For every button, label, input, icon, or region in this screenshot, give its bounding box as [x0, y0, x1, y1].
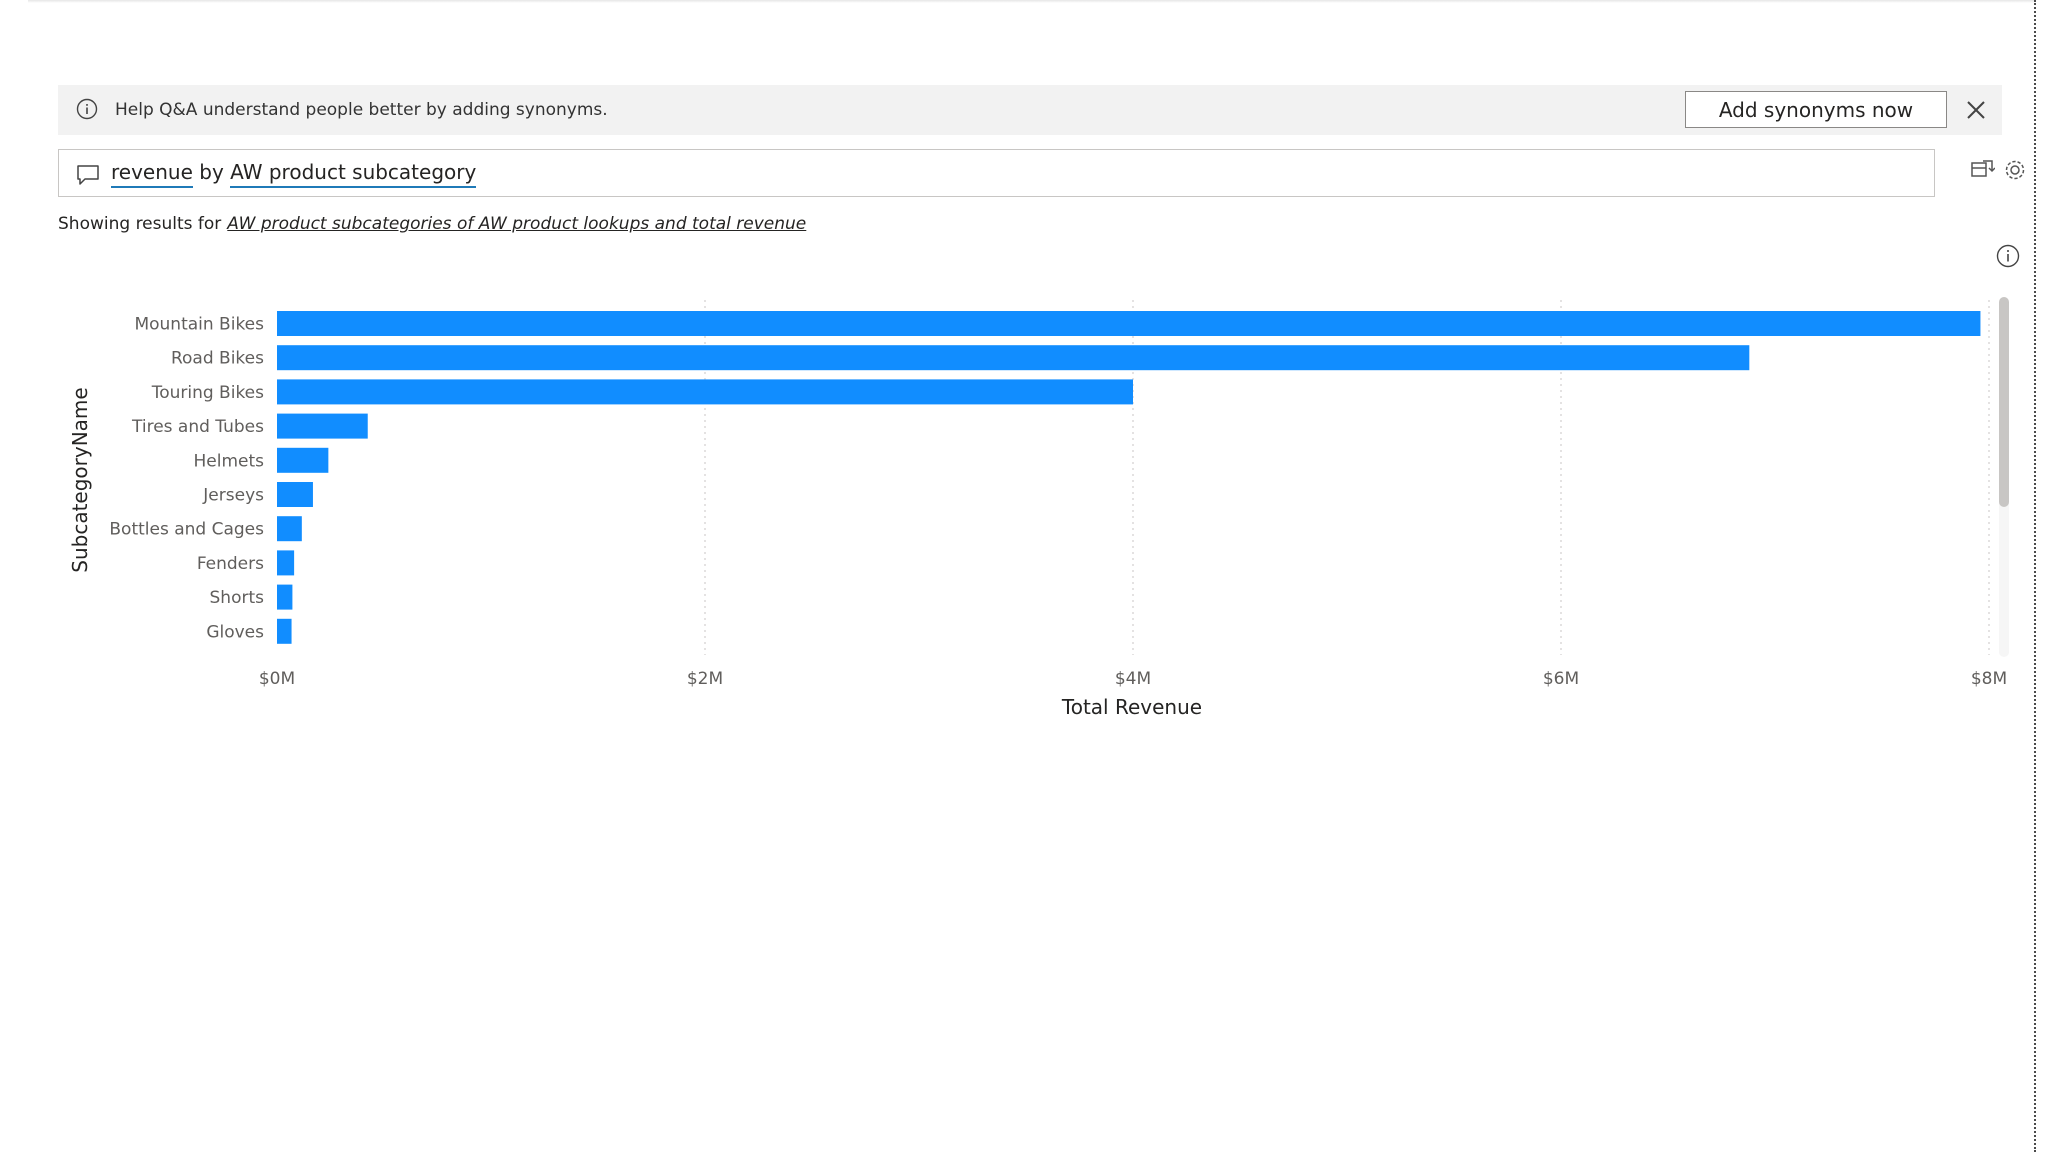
bar[interactable] — [277, 584, 293, 610]
bar[interactable] — [277, 379, 1133, 405]
turn-into-visual-icon[interactable] — [1969, 157, 1995, 183]
category-label: Mountain Bikes — [134, 315, 264, 335]
settings-gear-icon[interactable] — [2002, 157, 2028, 183]
question-text[interactable]: revenue by AW product subcategory — [111, 160, 477, 188]
top-edge-shadow — [28, 0, 2036, 3]
bar[interactable] — [277, 447, 329, 473]
page-boundary-dotted-line — [2034, 0, 2036, 1152]
showing-results-line: Showing results for AW product subcategor… — [58, 214, 806, 234]
interpretation-link[interactable]: AW product subcategories of AW product l… — [227, 214, 807, 234]
category-label: Bottles and Cages — [109, 520, 264, 540]
x-tick-label: $8M — [1971, 669, 2007, 689]
category-label: Fenders — [197, 554, 264, 574]
bar[interactable] — [277, 311, 1981, 336]
chart-scrollbar-thumb[interactable] — [1999, 297, 2009, 507]
synonyms-banner: Help Q&A understand people better by add… — [58, 85, 2002, 135]
category-label: Jerseys — [202, 486, 264, 506]
category-label: Gloves — [206, 622, 264, 642]
add-synonyms-button[interactable]: Add synonyms now — [1685, 91, 1947, 128]
bar[interactable] — [277, 345, 1750, 371]
close-icon[interactable] — [1961, 95, 1991, 125]
info-icon — [76, 98, 98, 120]
visual-info-icon[interactable] — [1995, 243, 2021, 269]
y-axis-title: SubcategoryName — [68, 387, 92, 572]
x-tick-label: $2M — [687, 669, 723, 689]
category-label: Shorts — [210, 588, 265, 608]
showing-results-prefix: Showing results for — [58, 214, 222, 234]
bar[interactable] — [277, 413, 368, 439]
query-term-revenue[interactable]: revenue — [111, 160, 193, 188]
category-label: Tires and Tubes — [131, 417, 264, 437]
query-term-subcategory[interactable]: AW product subcategory — [230, 160, 477, 188]
category-label: Helmets — [193, 451, 264, 471]
question-input[interactable]: revenue by AW product subcategory — [58, 149, 1935, 197]
x-tick-label: $0M — [259, 669, 295, 689]
banner-message: Help Q&A understand people better by add… — [115, 100, 608, 120]
chat-icon — [77, 165, 99, 185]
bar[interactable] — [277, 516, 302, 542]
bar[interactable] — [277, 618, 292, 644]
x-tick-label: $4M — [1115, 669, 1151, 689]
category-label: Road Bikes — [171, 349, 264, 369]
bar[interactable] — [277, 550, 295, 576]
bar[interactable] — [277, 482, 313, 507]
x-axis-title: Total Revenue — [1061, 695, 1202, 719]
query-connector: by — [192, 160, 231, 184]
category-label: Touring Bikes — [151, 383, 264, 403]
x-tick-label: $6M — [1543, 669, 1579, 689]
